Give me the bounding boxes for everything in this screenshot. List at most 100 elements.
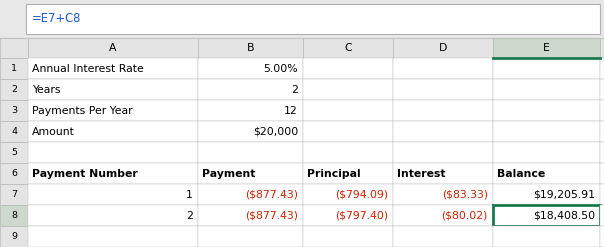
Bar xyxy=(393,226,493,247)
Text: 2: 2 xyxy=(291,84,298,95)
Bar xyxy=(0,163,28,184)
Text: D: D xyxy=(439,43,447,53)
Bar xyxy=(198,142,303,163)
Bar xyxy=(0,121,28,142)
Text: Amount: Amount xyxy=(32,126,75,137)
Bar xyxy=(198,79,303,100)
Bar xyxy=(303,142,393,163)
Bar xyxy=(28,184,198,205)
Bar xyxy=(0,142,28,163)
Bar xyxy=(0,38,28,58)
Bar xyxy=(600,58,604,79)
Bar xyxy=(28,205,198,226)
Bar xyxy=(0,79,28,100)
Bar xyxy=(600,79,604,100)
Text: ($83.33): ($83.33) xyxy=(442,189,488,200)
Text: =E7+C8: =E7+C8 xyxy=(32,13,82,25)
Text: $20,000: $20,000 xyxy=(252,126,298,137)
Bar xyxy=(198,205,303,226)
Bar xyxy=(303,226,393,247)
Bar xyxy=(493,184,600,205)
Text: 4: 4 xyxy=(11,127,17,136)
Bar xyxy=(393,58,493,79)
Bar xyxy=(198,163,303,184)
Bar xyxy=(303,121,393,142)
Bar xyxy=(600,142,604,163)
Bar xyxy=(493,163,600,184)
Bar xyxy=(198,58,303,79)
Text: 3: 3 xyxy=(11,106,17,115)
Bar xyxy=(493,121,600,142)
Text: Interest: Interest xyxy=(397,168,446,179)
Bar xyxy=(393,142,493,163)
Text: Payments Per Year: Payments Per Year xyxy=(32,105,133,116)
Bar xyxy=(303,163,393,184)
Bar xyxy=(28,121,198,142)
Bar xyxy=(393,163,493,184)
Bar xyxy=(600,163,604,184)
Text: 1: 1 xyxy=(11,64,17,73)
Text: 5: 5 xyxy=(11,148,17,157)
Bar xyxy=(28,38,198,58)
Bar xyxy=(198,226,303,247)
Text: Annual Interest Rate: Annual Interest Rate xyxy=(32,63,144,74)
Bar xyxy=(0,226,28,247)
Bar xyxy=(600,226,604,247)
Bar xyxy=(28,79,198,100)
Text: 2: 2 xyxy=(11,85,17,94)
Text: 9: 9 xyxy=(11,232,17,241)
Text: Principal: Principal xyxy=(307,168,361,179)
Text: C: C xyxy=(344,43,352,53)
Bar xyxy=(393,79,493,100)
Bar xyxy=(198,184,303,205)
Text: 12: 12 xyxy=(284,105,298,116)
Bar xyxy=(303,79,393,100)
Bar xyxy=(600,184,604,205)
Bar xyxy=(393,121,493,142)
Bar xyxy=(0,184,28,205)
Bar xyxy=(303,58,393,79)
Text: 1: 1 xyxy=(186,189,193,200)
Text: Years: Years xyxy=(32,84,60,95)
Text: ($877.43): ($877.43) xyxy=(245,189,298,200)
Bar xyxy=(26,4,600,34)
Bar xyxy=(28,58,198,79)
Text: 7: 7 xyxy=(11,190,17,199)
Bar xyxy=(493,205,600,226)
Text: A: A xyxy=(109,43,117,53)
Bar xyxy=(493,38,600,58)
Text: Payment: Payment xyxy=(202,168,255,179)
Text: 2: 2 xyxy=(186,210,193,221)
Bar xyxy=(303,38,393,58)
Bar xyxy=(28,100,198,121)
Text: ($794.09): ($794.09) xyxy=(335,189,388,200)
Bar xyxy=(393,100,493,121)
Text: $19,205.91: $19,205.91 xyxy=(533,189,595,200)
Text: 8: 8 xyxy=(11,211,17,220)
Bar xyxy=(600,205,604,226)
Bar xyxy=(600,100,604,121)
Bar xyxy=(198,121,303,142)
Bar xyxy=(393,205,493,226)
Bar xyxy=(198,38,303,58)
Text: ($877.43): ($877.43) xyxy=(245,210,298,221)
Bar xyxy=(0,205,28,226)
Text: 5.00%: 5.00% xyxy=(263,63,298,74)
Text: Payment Number: Payment Number xyxy=(32,168,138,179)
Bar xyxy=(28,163,198,184)
Bar xyxy=(600,121,604,142)
Bar xyxy=(28,142,198,163)
Bar xyxy=(0,0,604,38)
Bar xyxy=(198,100,303,121)
Text: $18,408.50: $18,408.50 xyxy=(533,210,595,221)
Bar xyxy=(28,226,198,247)
Bar xyxy=(303,184,393,205)
Bar xyxy=(0,58,28,79)
Bar xyxy=(303,100,393,121)
Bar xyxy=(393,38,493,58)
Bar xyxy=(393,184,493,205)
Bar xyxy=(493,100,600,121)
Text: 6: 6 xyxy=(11,169,17,178)
Bar xyxy=(600,38,604,58)
Bar xyxy=(493,226,600,247)
